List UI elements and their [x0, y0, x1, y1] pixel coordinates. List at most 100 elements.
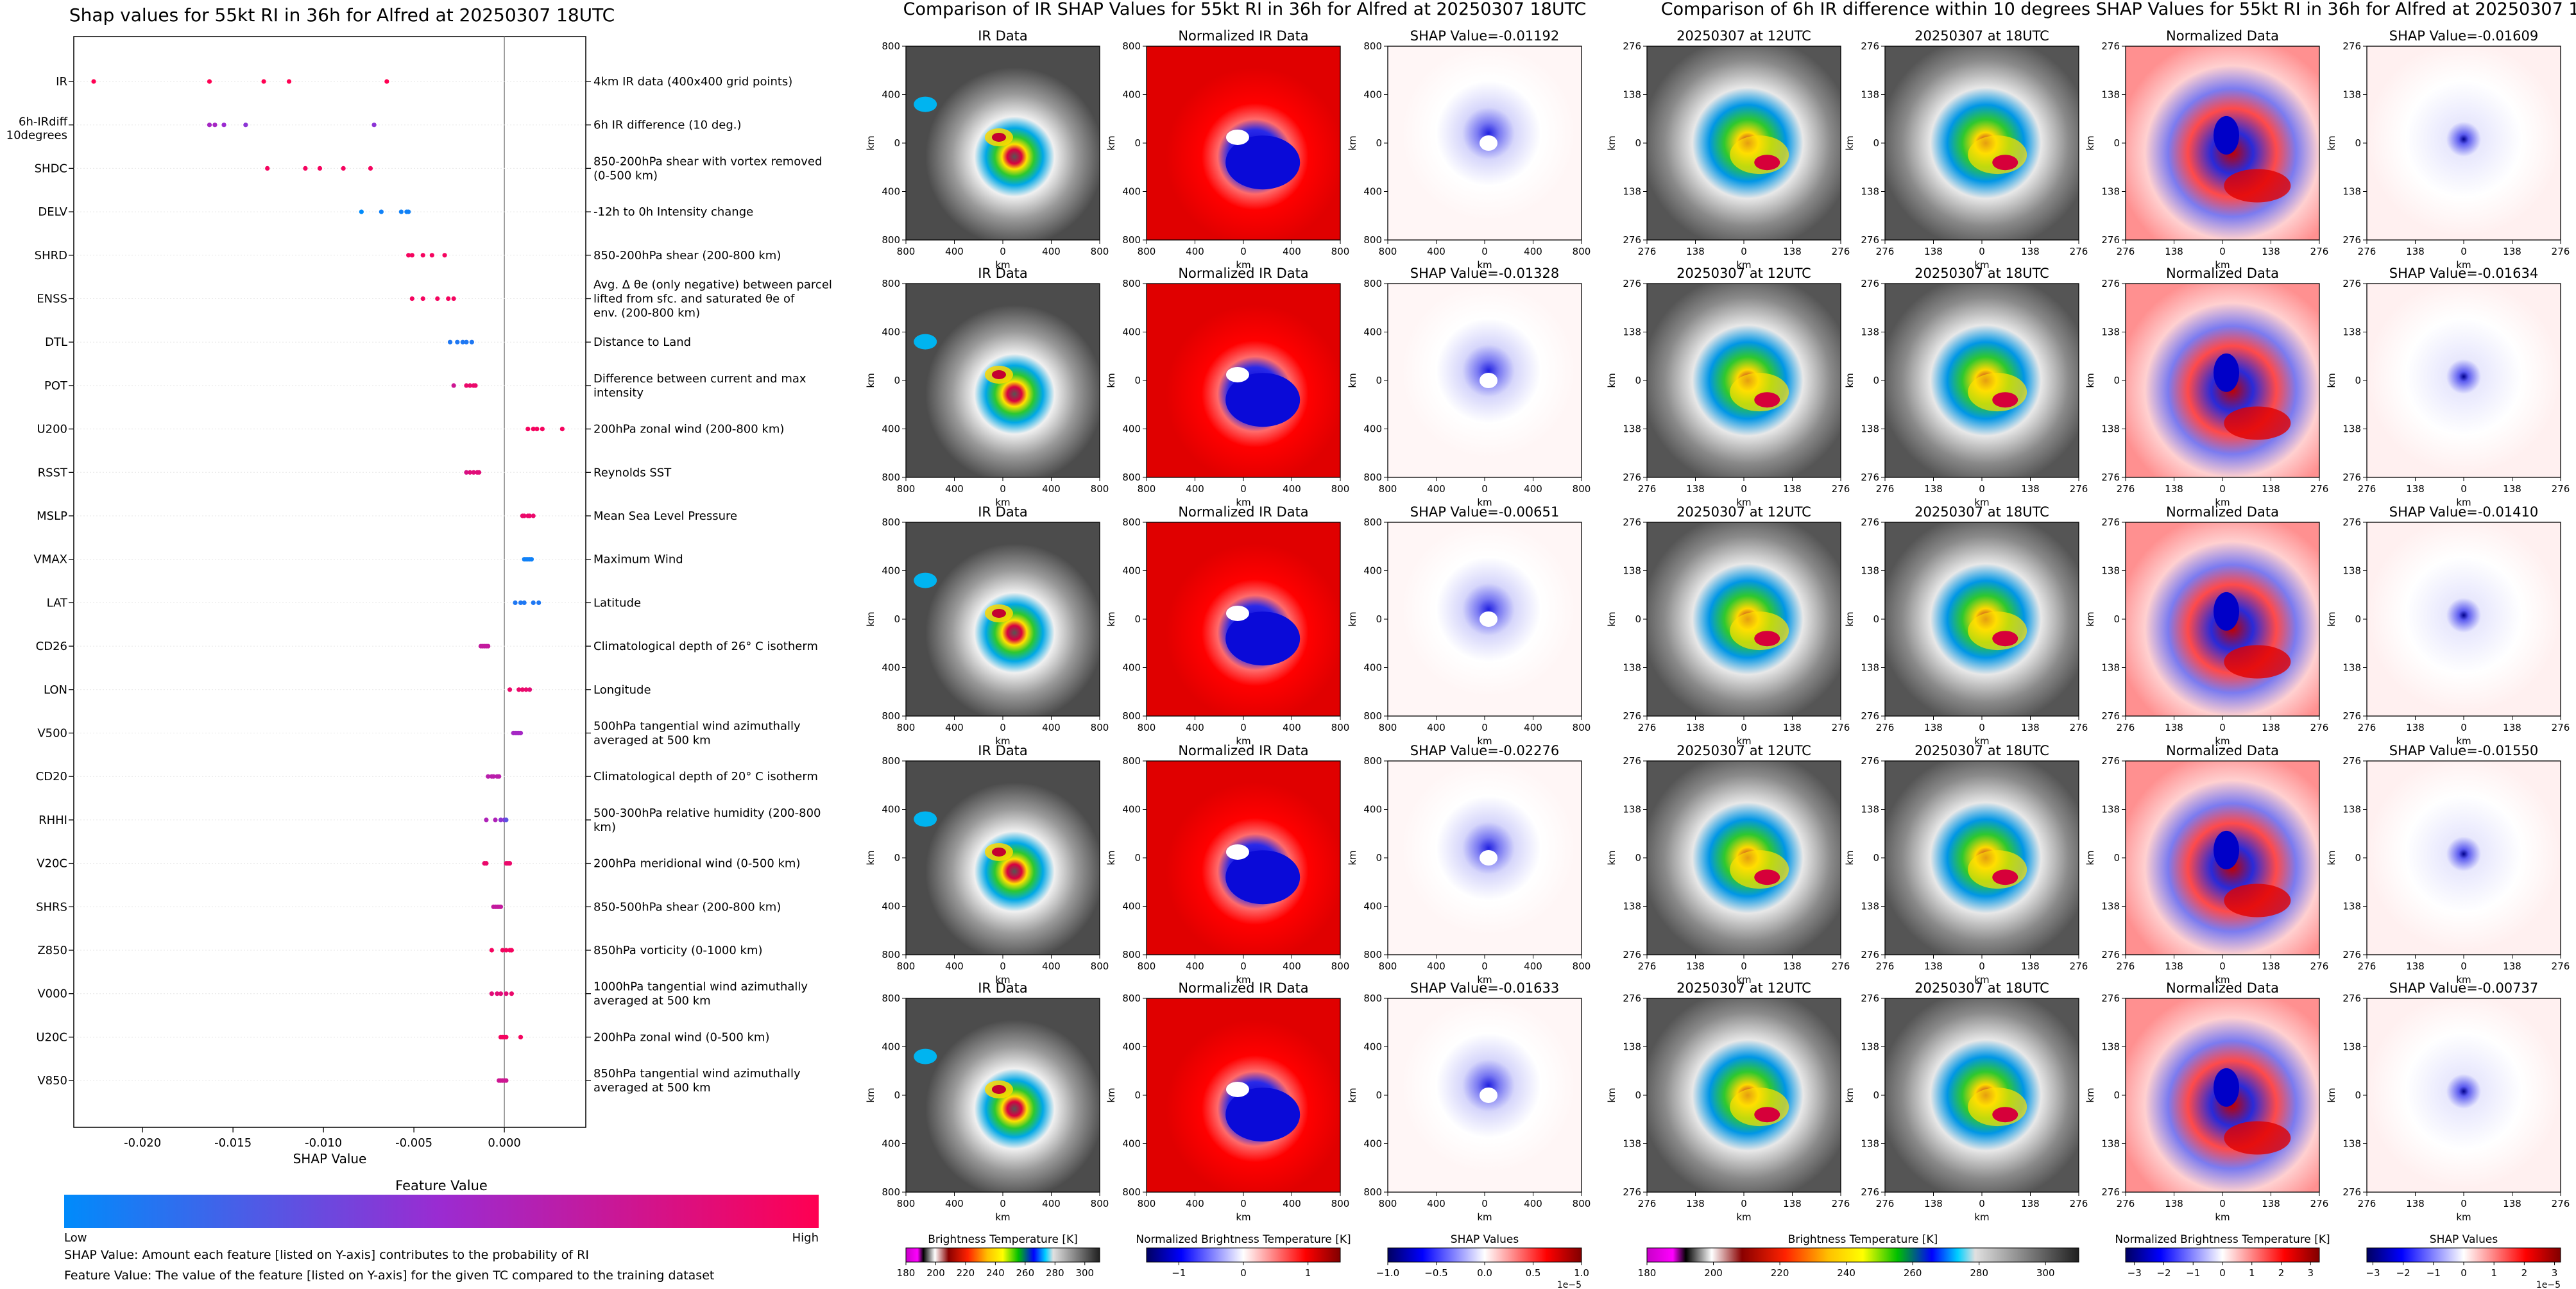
- panel-x-tick-label: 138: [2262, 483, 2280, 495]
- panel-x-label: km: [1974, 259, 1989, 271]
- panel-x-tick-label: 0: [1741, 483, 1747, 495]
- shap-point: [409, 296, 414, 302]
- panel-x-tick-label: 0: [2461, 246, 2467, 257]
- panel-y-label: km: [865, 611, 876, 626]
- panel-y-tick-label: 138: [2101, 804, 2120, 815]
- panel-y-label: km: [1606, 373, 1617, 388]
- panel-y-tick-label: 0: [2355, 375, 2361, 386]
- shap-point: [518, 730, 524, 736]
- panel-x-tick-label: 0: [2219, 722, 2226, 733]
- panel-y-label: km: [1844, 850, 1855, 865]
- colorbar-tick-label: 1: [1305, 1267, 1311, 1279]
- x-tick-label: -0.005: [395, 1136, 432, 1150]
- panel-y-tick-label: 800: [882, 40, 900, 52]
- panel-x-label: km: [2215, 497, 2230, 508]
- feature-value-colorbar: Feature Value Low High: [64, 1178, 819, 1245]
- panel-x-tick-label: 400: [1283, 483, 1301, 495]
- image-panel: 20250307 at 18UTC27627613813800138138276…: [1844, 266, 2088, 508]
- panel-y-label: km: [2085, 135, 2096, 150]
- panel-y-tick-label: 138: [2342, 89, 2361, 101]
- panel-x-tick-label: 400: [945, 246, 964, 257]
- panel-y-tick-label: 800: [1363, 755, 1382, 767]
- panel-x-tick-label: 276: [2070, 722, 2088, 733]
- panel-x-tick-label: 138: [2406, 960, 2425, 972]
- panel-y-tick-label: 0: [1134, 1089, 1141, 1101]
- shap-point: [509, 948, 514, 953]
- panel-x-tick-label: 800: [1379, 246, 1397, 257]
- panel-y-tick-label: 0: [1376, 852, 1382, 864]
- panel-title: 20250307 at 12UTC: [1676, 504, 1811, 520]
- panel-x-tick-label: 800: [1091, 1198, 1109, 1209]
- shap-point: [207, 123, 212, 128]
- panel-y-tick-label: 276: [1861, 516, 1879, 528]
- panel-x-tick-label: 800: [1138, 960, 1156, 972]
- x-axis-label: SHAP Value: [293, 1151, 367, 1166]
- panel-y-tick-label: 800: [882, 710, 900, 722]
- panel-y-tick-label: 138: [2342, 662, 2361, 674]
- panel-y-label: km: [1347, 373, 1358, 388]
- panel-y-tick-label: 138: [2101, 1138, 2120, 1150]
- panel-x-label: km: [1477, 735, 1492, 747]
- panel-y-tick-label: 276: [2342, 710, 2361, 722]
- panel-y-tick-label: 0: [2113, 137, 2120, 149]
- panel-x-tick-label: 0: [2461, 722, 2467, 733]
- feature-name-label: SHDC: [35, 162, 67, 175]
- colorbar-tick-label: 200: [1704, 1267, 1723, 1279]
- shap-point: [507, 687, 513, 692]
- panel-y-tick-label: 138: [2342, 804, 2361, 815]
- panel-x-tick-label: 400: [945, 960, 964, 972]
- shap-point: [500, 948, 505, 953]
- shap-point: [442, 253, 447, 258]
- colorbar-tick-label: 260: [1016, 1267, 1035, 1279]
- panel-y-tick-label: 138: [1623, 89, 1641, 101]
- panel-y-tick-label: 0: [1376, 375, 1382, 386]
- panel-y-label: km: [1844, 135, 1855, 150]
- panel-y-tick-label: 138: [1861, 89, 1879, 101]
- panel-x-tick-label: 400: [1042, 722, 1061, 733]
- panel-x-tick-label: 276: [1876, 1198, 1895, 1209]
- shap-point: [513, 600, 518, 606]
- panel-y-tick-label: 276: [2342, 949, 2361, 960]
- panel-x-tick-label: 800: [1379, 960, 1397, 972]
- panel-title: Normalized Data: [2166, 504, 2279, 520]
- feature-colorbar-low: Low: [64, 1231, 87, 1245]
- shap-point: [368, 166, 373, 171]
- shap-point: [504, 1078, 509, 1083]
- panel-x-tick-label: 800: [1379, 1198, 1397, 1209]
- image-panel: SHAP Value=-0.01609276276138138001381382…: [2326, 28, 2570, 271]
- feature-name-label: V500: [37, 727, 67, 740]
- colorbar-bar: [1387, 1247, 1582, 1263]
- cloud-blob: [991, 132, 1006, 142]
- panel-x-label: km: [1477, 259, 1492, 271]
- panel-x-label: km: [1236, 735, 1250, 747]
- panel-y-tick-label: 800: [882, 472, 900, 483]
- panel-y-tick-label: 0: [2355, 1089, 2361, 1101]
- feature-name-label: CD20: [36, 770, 67, 783]
- shap-point: [531, 427, 536, 432]
- panel-title: 20250307 at 18UTC: [1915, 743, 2049, 758]
- panel-y-tick-label: 138: [1861, 327, 1879, 338]
- panel-y-tick-label: 276: [2101, 755, 2120, 767]
- image-panel: SHAP Value=-0.00737276276138138001381382…: [2326, 980, 2570, 1223]
- panel-y-tick-label: 0: [1873, 613, 1879, 625]
- panel-x-tick-label: 0: [1741, 722, 1747, 733]
- image-panel: 20250307 at 12UTC27627613813800138138276…: [1606, 266, 1850, 508]
- panel-x-tick-label: 276: [2117, 483, 2135, 495]
- panel-x-label: km: [1974, 735, 1989, 747]
- shap-point: [469, 339, 474, 345]
- panel-y-tick-label: 400: [1122, 1041, 1141, 1053]
- shap-point: [534, 427, 540, 432]
- panel-title: 20250307 at 18UTC: [1915, 266, 2049, 281]
- colorbar-tick-label: −3: [2128, 1267, 2142, 1279]
- panel-y-tick-label: 138: [1623, 186, 1641, 198]
- panel-x-tick-label: 0: [1240, 1198, 1247, 1209]
- panel-x-label: km: [995, 974, 1010, 986]
- panel-x-label: km: [1736, 1211, 1751, 1223]
- shap-point: [359, 209, 364, 214]
- panel-y-tick-label: 276: [1861, 993, 1879, 1004]
- panel-x-label: km: [2215, 974, 2230, 986]
- panel-y-tick-label: 138: [1861, 423, 1879, 435]
- panel-y-tick-label: 400: [882, 1041, 900, 1053]
